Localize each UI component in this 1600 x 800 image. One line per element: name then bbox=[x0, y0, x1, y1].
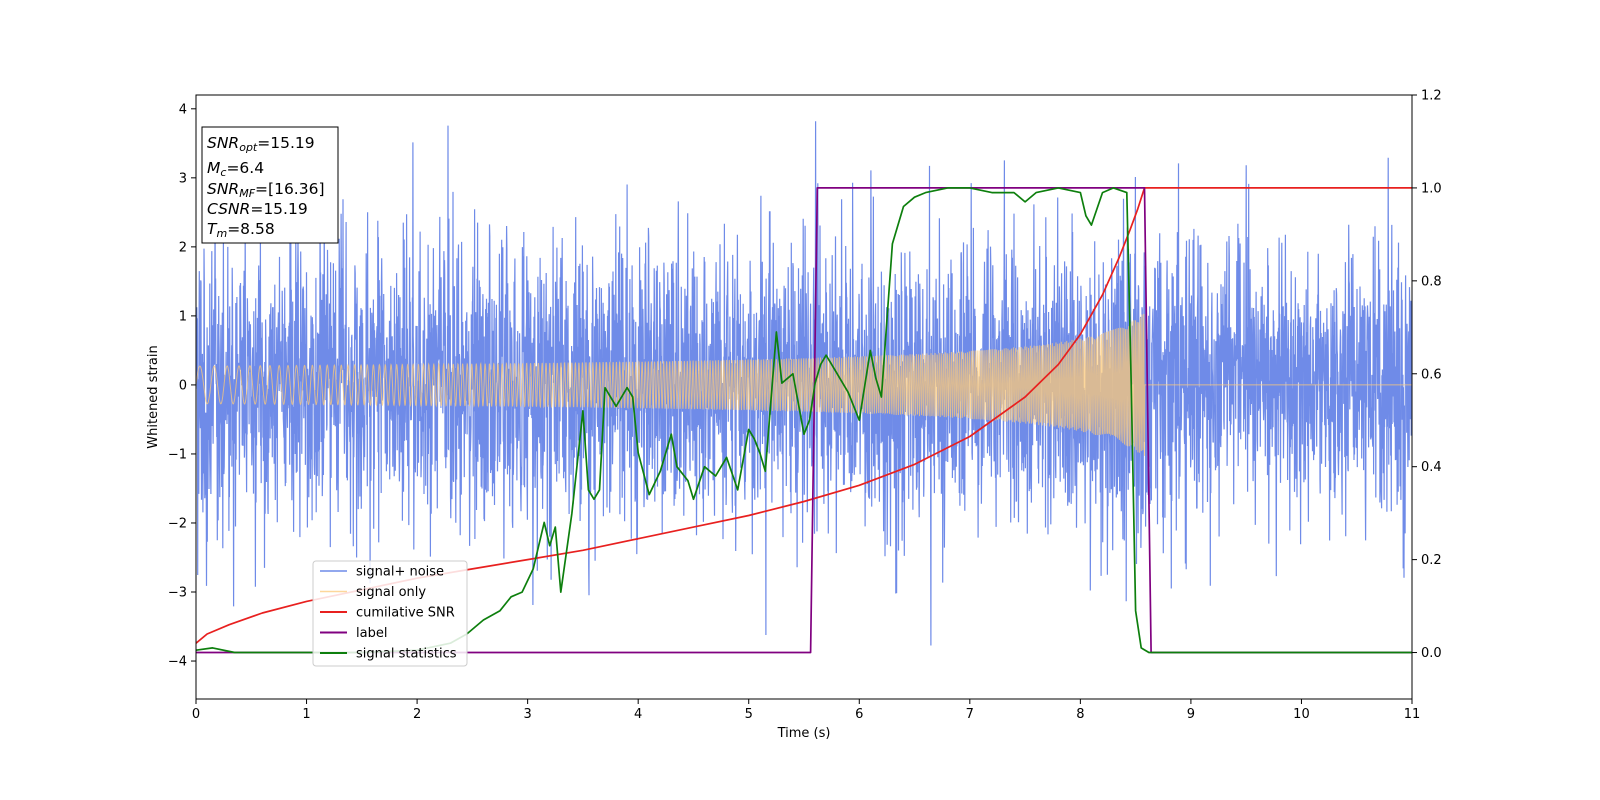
x-tick-label: 1 bbox=[302, 707, 310, 722]
info-entry: Tm=8.58 bbox=[207, 220, 275, 240]
x-tick-label: 2 bbox=[413, 707, 421, 722]
x-tick-label: 4 bbox=[634, 707, 642, 722]
info-value: =15.19 bbox=[250, 200, 307, 218]
y-tick-label: 4 bbox=[179, 102, 187, 117]
y-tick-label: −4 bbox=[168, 655, 187, 670]
y-tick-label: 3 bbox=[179, 171, 187, 186]
y-tick-label: −2 bbox=[168, 516, 187, 531]
info-symbol: SNR bbox=[207, 180, 239, 198]
x-tick-label: 3 bbox=[523, 707, 531, 722]
y-tick-label: 1 bbox=[179, 309, 187, 324]
y-axis-ticks: −4 −3 −2 −1 0 1 2 3 4 bbox=[168, 102, 196, 670]
info-entry: CSNR=15.19 bbox=[207, 200, 308, 218]
info-entry: SNRMF=[16.36] bbox=[207, 180, 325, 200]
info-box-frame bbox=[201, 126, 339, 244]
y2-tick-label: 1.2 bbox=[1421, 89, 1442, 104]
info-value: =6.4 bbox=[226, 159, 264, 177]
y2-tick-label: 1.0 bbox=[1421, 181, 1442, 196]
y-tick-label: −1 bbox=[168, 447, 187, 462]
legend-label: signal only bbox=[356, 585, 426, 600]
y2-axis-ticks: 0.0 0.2 0.4 0.6 0.8 1.0 1.2 bbox=[1412, 89, 1442, 661]
x-tick-label: 8 bbox=[1076, 707, 1084, 722]
legend-label: label bbox=[356, 626, 387, 641]
info-value: =15.19 bbox=[257, 134, 314, 152]
x-axis-ticks: 0 1 2 3 4 5 6 7 8 9 10 11 bbox=[192, 699, 1420, 722]
x-tick-label: 5 bbox=[745, 707, 753, 722]
x-tick-label: 9 bbox=[1187, 707, 1195, 722]
y2-tick-label: 0.8 bbox=[1421, 274, 1442, 289]
info-value: =[16.36] bbox=[255, 180, 324, 198]
info-box: SNRopt=15.19Mc=6.4SNRMF=[16.36]CSNR=15.1… bbox=[201, 126, 339, 244]
y2-tick-label: 0.0 bbox=[1421, 646, 1442, 661]
y-axis-label: Whitened strain bbox=[146, 345, 161, 448]
x-tick-label: 10 bbox=[1293, 707, 1310, 722]
y2-tick-label: 0.2 bbox=[1421, 553, 1442, 568]
info-value: =8.58 bbox=[227, 220, 275, 238]
y2-tick-label: 0.4 bbox=[1421, 460, 1442, 475]
series-signal-only bbox=[196, 313, 1412, 456]
info-subscript: MF bbox=[239, 187, 255, 200]
x-tick-label: 11 bbox=[1404, 707, 1421, 722]
x-axis-label: Time (s) bbox=[777, 726, 831, 741]
x-tick-label: 6 bbox=[855, 707, 863, 722]
plot-frame bbox=[195, 94, 1413, 700]
info-subscript: m bbox=[216, 227, 227, 240]
info-entry: Mc=6.4 bbox=[207, 159, 264, 179]
y-tick-label: −3 bbox=[168, 586, 187, 601]
info-symbol: CSNR bbox=[207, 200, 250, 218]
legend-frame bbox=[312, 560, 468, 667]
legend: signal+ noise signal only cumilative SNR la… bbox=[312, 560, 468, 667]
x-tick-label: 0 bbox=[192, 707, 200, 722]
series-layer bbox=[196, 121, 1412, 654]
y-tick-label: 2 bbox=[179, 240, 187, 255]
series-signal-statistics bbox=[196, 187, 1412, 654]
legend-label: cumilative SNR bbox=[356, 606, 455, 621]
info-subscript: opt bbox=[239, 141, 258, 154]
y2-tick-label: 0.6 bbox=[1421, 367, 1442, 382]
info-symbol: SNR bbox=[207, 134, 239, 152]
series-signal-noise bbox=[196, 121, 1412, 646]
info-symbol: M bbox=[207, 159, 220, 177]
legend-label: signal+ noise bbox=[356, 565, 444, 580]
legend-label: signal statistics bbox=[356, 647, 457, 662]
info-entry: SNRopt=15.19 bbox=[207, 134, 315, 154]
info-symbol: T bbox=[207, 220, 218, 238]
info-subscript: c bbox=[220, 166, 226, 179]
x-tick-label: 7 bbox=[966, 707, 974, 722]
y-tick-label: 0 bbox=[179, 378, 187, 393]
